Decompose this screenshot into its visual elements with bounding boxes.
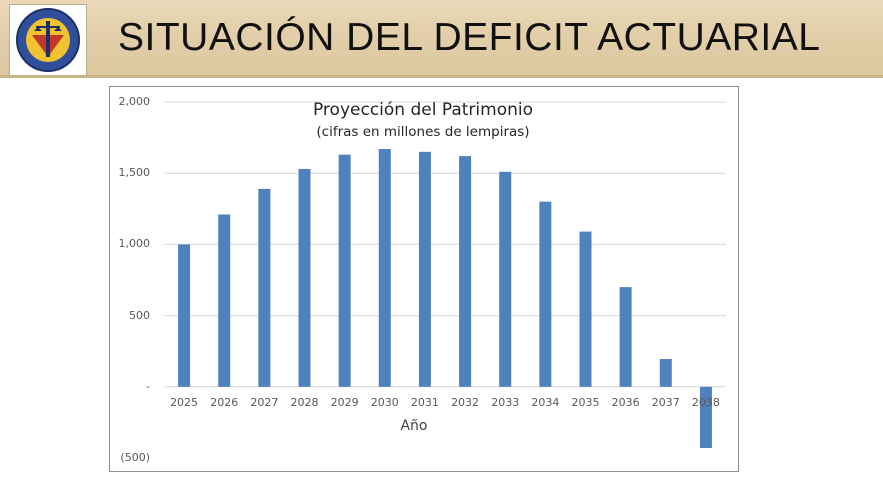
- chart-title: Proyección del Patrimonio: [312, 100, 533, 120]
- x-tick-label: 2028: [290, 396, 319, 409]
- slide-title: SITUACIÓN DEL DEFICIT ACTUARIAL: [118, 16, 821, 59]
- bar-2028: [298, 168, 311, 387]
- x-tick-label: 2030: [370, 396, 399, 409]
- y-tick-label: 1,500: [118, 166, 151, 180]
- bar-2038: [699, 386, 712, 449]
- y-tick-label: 1,000: [118, 237, 151, 251]
- bar-2037: [659, 359, 672, 387]
- x-tick-label: 2025: [170, 396, 199, 409]
- y-tick-label: (500): [120, 451, 150, 464]
- x-tick-label: 2029: [330, 396, 359, 409]
- x-tick-label: 2033: [491, 396, 520, 409]
- x-axis-label: Año: [400, 418, 428, 434]
- x-tick-label: 2037: [651, 396, 680, 409]
- institution-logo: [9, 4, 87, 76]
- x-tick-label: 2034: [531, 396, 560, 409]
- bar-2033: [499, 171, 512, 387]
- x-tick-label: 2038: [691, 396, 720, 409]
- x-tick-label: 2026: [210, 396, 239, 409]
- bar-2034: [539, 201, 552, 387]
- x-tick-label: 2027: [250, 396, 279, 409]
- x-tick-label: 2035: [571, 396, 600, 409]
- bar-2029: [338, 154, 351, 387]
- bar-2026: [218, 214, 231, 387]
- y-tick-label: 2,000: [118, 95, 151, 108]
- y-tick-label: 500: [129, 308, 150, 322]
- x-tick-label: 2032: [451, 396, 480, 409]
- slide-header: SITUACIÓN DEL DEFICIT ACTUARIAL: [0, 0, 883, 78]
- y-tick-label: -: [146, 379, 150, 393]
- x-tick-label: 2031: [410, 396, 439, 409]
- bar-2030: [378, 148, 391, 387]
- bar-2035: [579, 231, 592, 387]
- bar-2031: [418, 151, 431, 387]
- chart-subtitle: (cifras en millones de lempiras): [316, 124, 530, 140]
- bar-2027: [258, 188, 271, 387]
- bar-2032: [459, 156, 472, 387]
- x-tick-label: 2036: [611, 396, 640, 409]
- bar-2036: [619, 287, 632, 387]
- bar-2025: [178, 244, 191, 387]
